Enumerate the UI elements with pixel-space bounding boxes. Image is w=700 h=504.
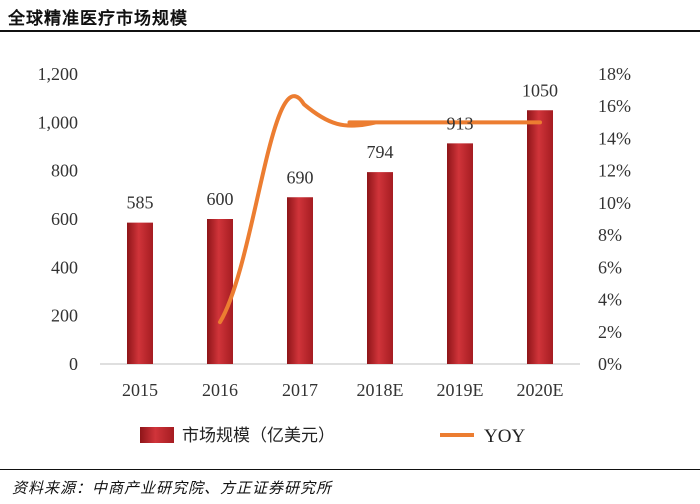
bar-data-label: 1050 xyxy=(522,80,558,100)
y-left-tick-label: 800 xyxy=(51,161,78,181)
legend-bar-label: 市场规模（亿美元） xyxy=(182,426,335,446)
top-rule xyxy=(0,30,700,32)
x-tick-label: 2020E xyxy=(517,380,564,400)
x-tick-label: 2019E xyxy=(437,380,484,400)
x-tick-label: 2016 xyxy=(202,380,238,400)
y-left-tick-label: 0 xyxy=(69,354,78,374)
source-note: 资料来源：中商产业研究院、方正证券研究所 xyxy=(12,479,333,497)
y-right-tick-label: 0% xyxy=(598,354,622,374)
chart-title: 全球精准医疗市场规模 xyxy=(8,9,188,29)
y-right-tick-label: 14% xyxy=(598,128,631,148)
y-right-tick-label: 10% xyxy=(598,193,631,213)
x-tick-label: 2017 xyxy=(282,380,318,400)
y-right-tick-label: 18% xyxy=(598,64,631,84)
y-left-tick-label: 200 xyxy=(51,306,78,326)
y-right-tick-label: 12% xyxy=(598,161,631,181)
y-left-tick-label: 600 xyxy=(51,209,78,229)
bar xyxy=(287,197,313,364)
y-left-tick-label: 1,200 xyxy=(38,64,79,84)
bar-data-label: 585 xyxy=(127,193,154,213)
data-labels: 585 600 690 794 913 1050 xyxy=(127,80,559,212)
bottom-rule xyxy=(0,469,700,470)
axes: 0 200 400 600 800 1,000 1,200 0% 2% 4% 6% 8% 10% 12% 1… xyxy=(38,64,632,400)
y-left-tick-label: 400 xyxy=(51,257,78,277)
bar xyxy=(367,172,393,364)
bar-series xyxy=(127,110,553,364)
bar-data-label: 794 xyxy=(367,142,394,162)
chart: 0 200 400 600 800 1,000 1,200 0% 2% 4% 6% 8% 10% 12% 1… xyxy=(38,64,632,447)
y-right-tick-label: 6% xyxy=(598,257,622,277)
bar-data-label: 600 xyxy=(207,189,234,209)
bar xyxy=(527,110,553,364)
bar-data-label: 913 xyxy=(447,113,474,133)
yoy-series xyxy=(218,94,542,325)
legend-bar-swatch xyxy=(140,427,174,443)
x-tick-label: 2015 xyxy=(122,380,158,400)
bar xyxy=(447,143,473,364)
x-tick-label: 2018E xyxy=(357,380,404,400)
y-right-tick-label: 8% xyxy=(598,225,622,245)
y-left-tick-label: 1,000 xyxy=(38,112,79,132)
bar xyxy=(127,222,153,364)
y-right-tick-label: 2% xyxy=(598,322,622,342)
bar xyxy=(207,219,233,364)
y-right-tick-label: 4% xyxy=(598,290,622,310)
legend-line-label: YOY xyxy=(484,426,525,447)
y-right-tick-label: 16% xyxy=(598,96,631,116)
bar-data-label: 690 xyxy=(287,167,314,187)
legend: 市场规模（亿美元） YOY xyxy=(140,426,525,447)
